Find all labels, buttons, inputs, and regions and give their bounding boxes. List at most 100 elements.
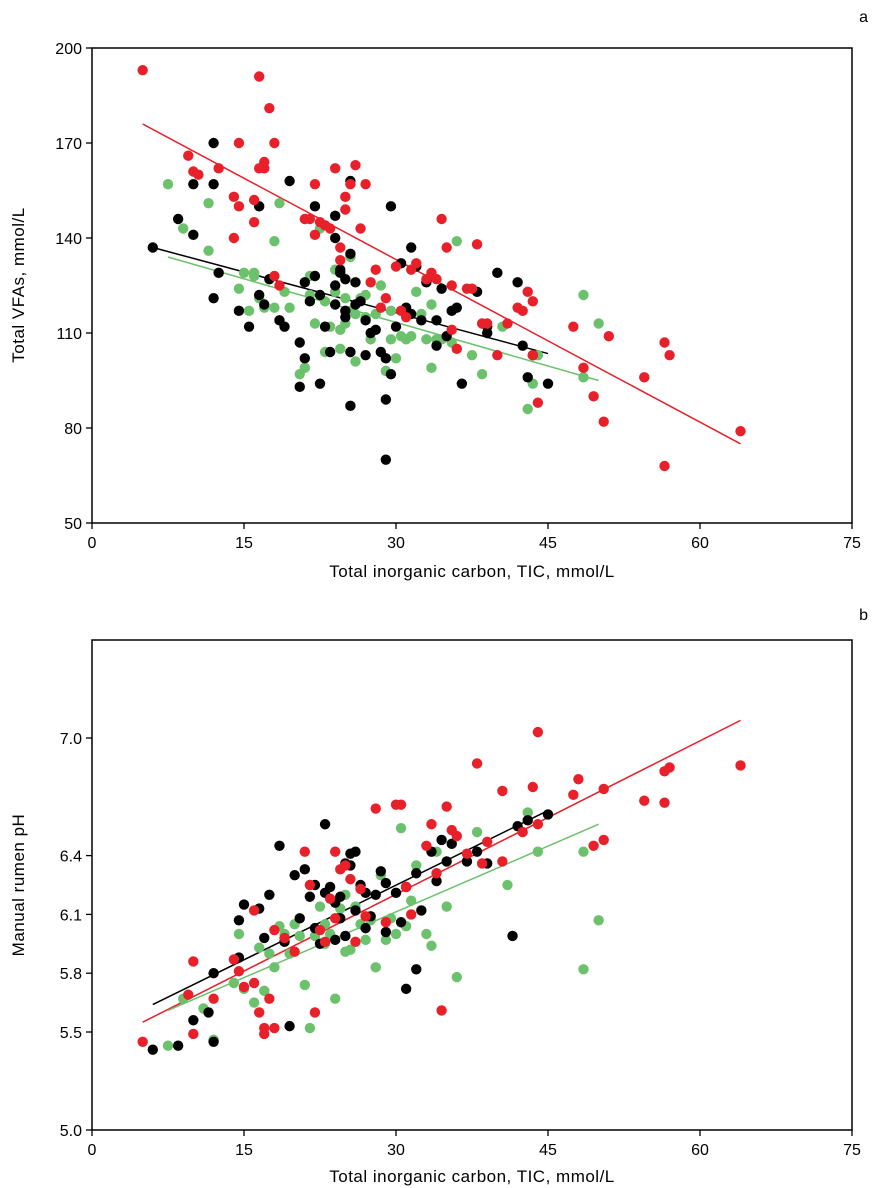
panel-a-y-tick-label: 110 xyxy=(56,326,82,343)
panel-a-green-fit-line xyxy=(167,256,599,382)
panel-a-black-point xyxy=(492,267,503,279)
panel-b-red-point xyxy=(350,936,361,948)
panel-a-black-point xyxy=(188,178,199,190)
panel-a-green-point xyxy=(309,318,321,329)
panel-a-red-point xyxy=(588,391,599,402)
panel-b-black-point xyxy=(289,870,300,881)
panel-a-green-point xyxy=(426,362,437,374)
panel-b-black-point xyxy=(208,1036,219,1048)
panel-a-red-point xyxy=(274,280,285,291)
panel-b-black-point xyxy=(233,915,245,926)
panel-b-red-point xyxy=(309,1007,321,1018)
panel-b-red-point xyxy=(431,868,442,879)
panel-b-green-point xyxy=(421,928,432,940)
panel-a-green-point xyxy=(243,305,255,317)
panel-a-green-point xyxy=(578,372,589,383)
panel-a-black-point xyxy=(542,378,554,389)
panel-a-green-point xyxy=(233,283,245,294)
panel-a-black-point xyxy=(380,454,392,465)
panel-b-red-point xyxy=(370,803,381,814)
panel-b-red-point xyxy=(208,993,219,1004)
panel-b-red-point xyxy=(532,726,544,738)
panel-a-black-point xyxy=(360,315,371,326)
panel-b-black-point xyxy=(294,913,305,924)
panel-b-red-point xyxy=(497,785,508,797)
panel-b-black-point xyxy=(431,875,442,887)
panel-a-red-point xyxy=(436,213,447,225)
panel-a-red-point xyxy=(659,337,670,348)
panel-a-red-point xyxy=(664,349,675,361)
panel-a-red-point xyxy=(735,425,746,437)
panel-b-red-point xyxy=(471,758,483,769)
panel-a-red-point xyxy=(228,232,240,244)
panel-b-black-point xyxy=(380,926,392,938)
panel-a-red-point xyxy=(659,460,670,472)
panel-a-black-point xyxy=(330,210,341,222)
panel-a-green-point xyxy=(335,343,346,355)
panel-a-red-point xyxy=(527,296,538,307)
panel-a-red-point xyxy=(137,64,148,76)
panel-a-red-point xyxy=(264,102,275,114)
panel-a-red-point xyxy=(309,229,321,241)
panel-b-green-point xyxy=(162,1040,174,1051)
panel-b-red-point xyxy=(568,789,579,801)
panel-b-green-point xyxy=(522,807,533,818)
panel-a-x-tick-label: 15 xyxy=(235,535,253,552)
panel-a-red-point xyxy=(451,343,462,355)
panel-b-red-point xyxy=(476,858,488,869)
panel-b-black-point xyxy=(350,846,361,857)
panel-a-black-point xyxy=(345,248,356,260)
panel-b-red-point xyxy=(314,924,326,936)
panel-b-red-point xyxy=(421,840,432,851)
panel-b-green-point xyxy=(578,846,589,857)
panel-a-green-point xyxy=(203,197,214,209)
panel-a-black-point xyxy=(294,337,305,348)
panel-a-black-point xyxy=(330,280,341,291)
panel-a-y-tick-label: 140 xyxy=(55,231,82,248)
panel-a-black-point xyxy=(350,277,361,288)
panel-a-red-point xyxy=(365,277,376,288)
panel-b-x-tick-label: 15 xyxy=(235,1142,253,1159)
panel-a-red-point xyxy=(568,321,579,332)
panel-a-green-point xyxy=(522,403,533,415)
panel-b-green-point xyxy=(451,971,462,983)
panel-b-black-point xyxy=(208,968,219,979)
panel-b-green-point xyxy=(269,962,280,973)
panel-a-green-point xyxy=(350,356,361,367)
panel-b-red-point xyxy=(451,830,462,842)
panel-b-black-point xyxy=(188,1015,199,1026)
panel-b-red-point xyxy=(441,801,452,812)
panel-b-red-point xyxy=(659,797,670,808)
panel-a-red-point xyxy=(335,242,346,253)
panel-a-x-tick-label: 30 xyxy=(387,535,405,552)
panel-a-red-point xyxy=(598,416,609,427)
panel-a-black-point xyxy=(512,277,523,288)
panel-b-green-point xyxy=(259,985,270,997)
panel-b-green-point xyxy=(248,997,260,1008)
panel-b-red-point xyxy=(289,946,300,957)
panel-a-red-point xyxy=(340,191,351,203)
panel-b-red-point xyxy=(248,905,260,916)
panel-b-red-point xyxy=(573,773,584,785)
panel-a-black-fit-line xyxy=(152,246,549,355)
panel-a-chart: a Total inorganic carbon, TIC, mmol/L To… xyxy=(9,9,868,581)
panel-a-label: a xyxy=(859,9,868,26)
panel-b-red-point xyxy=(137,1036,148,1048)
panel-b-black-point xyxy=(416,905,427,916)
panel-a-black-point xyxy=(522,372,533,383)
panel-b-green-point xyxy=(254,942,265,953)
panel-a-black-point xyxy=(299,353,310,364)
panel-a-green-point xyxy=(238,267,250,279)
panel-b-red-point xyxy=(598,834,609,846)
panel-a-red-point xyxy=(360,178,371,190)
panel-a-black-point xyxy=(254,289,265,301)
panel-b-red-point xyxy=(254,1007,265,1018)
panel-b-y-tick-label: 5.8 xyxy=(60,966,82,983)
panel-b-y-tick-label: 6.1 xyxy=(60,907,82,924)
panel-b-red-point xyxy=(233,966,245,977)
panel-b-x-tick-label: 45 xyxy=(539,1142,557,1159)
panel-a-black-point xyxy=(243,321,255,332)
panel-a-red-point xyxy=(380,292,392,304)
panel-b-green-point xyxy=(578,964,589,975)
panel-b-y-axis-title: Manual rumen pH xyxy=(9,814,28,957)
